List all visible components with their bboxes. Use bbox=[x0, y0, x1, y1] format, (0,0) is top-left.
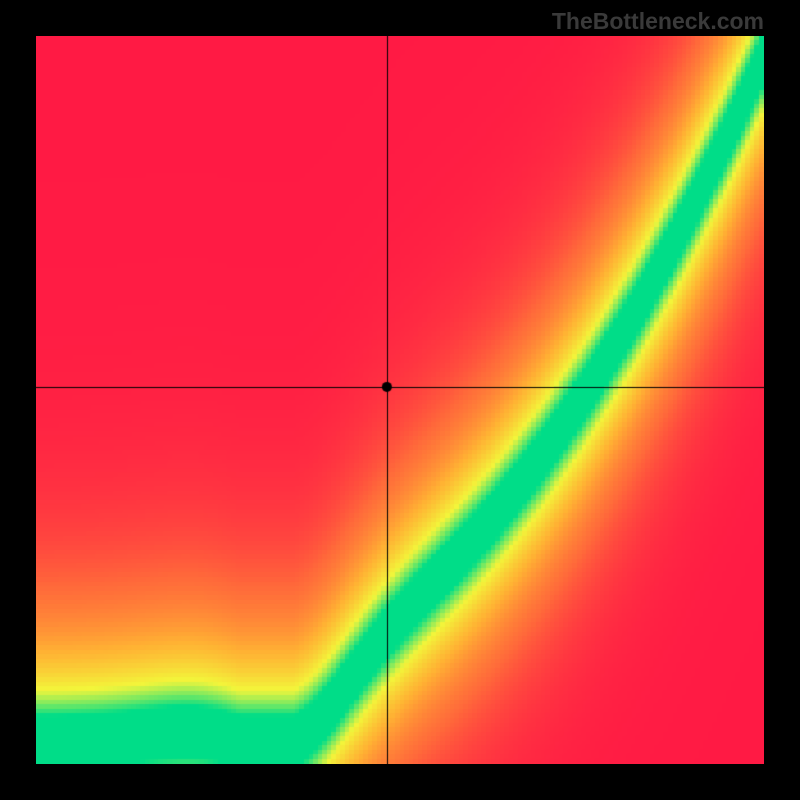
chart-container: TheBottleneck.com bbox=[0, 0, 800, 800]
watermark-text: TheBottleneck.com bbox=[552, 8, 764, 35]
bottleneck-heatmap bbox=[36, 36, 764, 764]
